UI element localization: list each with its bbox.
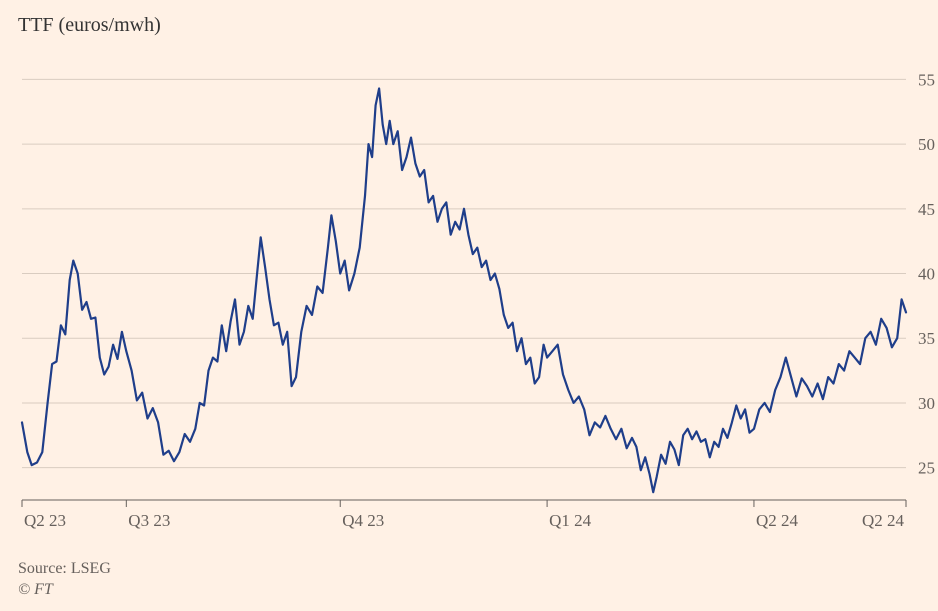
x-axis-label: Q4 23 [342,511,384,530]
x-axis-label: Q1 24 [549,511,592,530]
chart-svg: 25 30 35 40 45 50 55 Q2 23 Q3 23 Q4 23 Q1 24 Q2 24 Q… [0,0,938,611]
y-axis-label: 40 [918,265,935,284]
y-axis-label: 50 [918,135,935,154]
chart-footer: Source: LSEG © FT [18,558,111,601]
x-axis-label: Q2 24 [756,511,799,530]
chart-copyright: © FT [18,579,111,601]
x-axis-label: Q2 23 [24,511,66,530]
x-axis-label: Q3 23 [128,511,170,530]
y-axis-label: 45 [918,200,935,219]
y-axis-label: 30 [918,394,935,413]
chart-container: TTF (euros/mwh) 25303540455055Q2 23Q3 23… [0,0,938,611]
y-axis-label: 55 [918,70,935,89]
y-axis-label: 35 [918,329,935,348]
chart-source: Source: LSEG [18,558,111,580]
y-axis-label: 25 [918,459,935,478]
x-axis-label: Q2 24 [862,511,905,530]
price-series-line [22,89,906,493]
